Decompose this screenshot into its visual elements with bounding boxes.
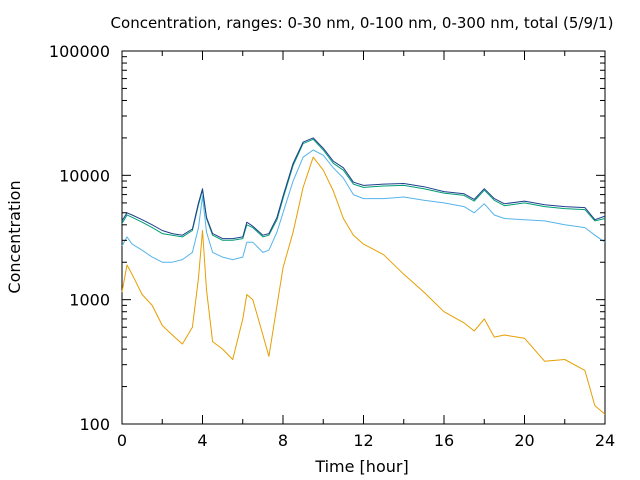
series-layer xyxy=(121,137,606,415)
x-tick-label: 4 xyxy=(197,431,207,450)
chart-title: Concentration, ranges: 0-30 nm, 0-100 nm… xyxy=(111,14,614,32)
x-tick-label: 0 xyxy=(117,431,127,450)
x-tick-label: 24 xyxy=(595,431,615,450)
y-axis-title: Concentration xyxy=(5,180,24,293)
y-tick-label: 100000 xyxy=(49,42,110,61)
x-tick-label: 20 xyxy=(514,431,534,450)
series-line-4 xyxy=(121,137,606,240)
series-line-3 xyxy=(121,138,606,241)
y-tick-label: 10000 xyxy=(59,166,110,185)
series-line-2 xyxy=(121,149,606,263)
x-tick-label: 16 xyxy=(434,431,454,450)
plot-area xyxy=(121,50,606,425)
axes-layer: 0 4 8 12 16 20 24 100 1000 10000 100000 xyxy=(49,42,615,450)
x-tick-label: 8 xyxy=(278,431,288,450)
x-tick-label: 12 xyxy=(353,431,373,450)
x-axis-title: Time [hour] xyxy=(314,457,408,476)
y-tick-label: 100 xyxy=(79,415,110,434)
y-tick-label: 1000 xyxy=(69,291,110,310)
series-line-1 xyxy=(121,156,606,415)
plot-frame xyxy=(121,50,606,425)
